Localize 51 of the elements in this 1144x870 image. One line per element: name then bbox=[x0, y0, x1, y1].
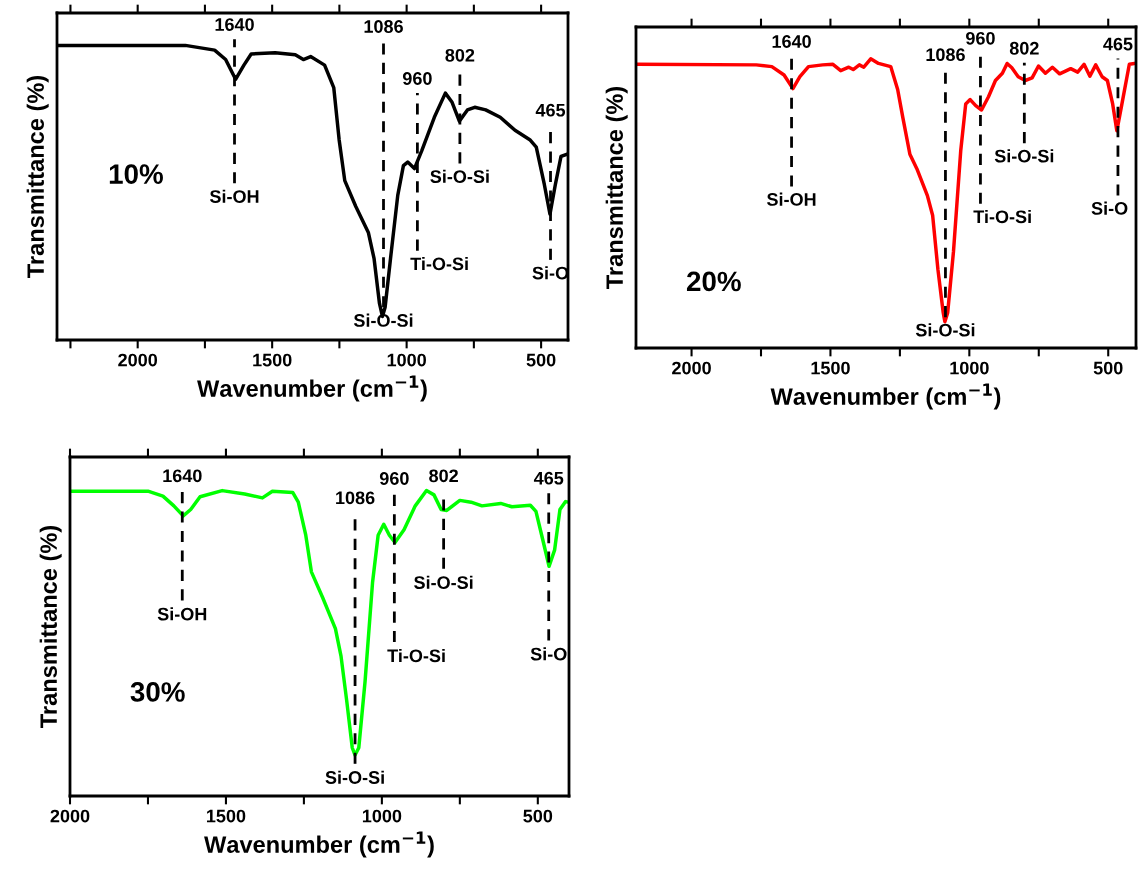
x-tick-label: 2000 bbox=[672, 361, 711, 375]
ref-line-label: 1086 bbox=[926, 48, 965, 62]
x-axis-title: Wavenumber (cm$^{−1}$) bbox=[770, 383, 1001, 410]
x-tick-label: 1000 bbox=[950, 361, 989, 375]
annotation: Si-O bbox=[530, 647, 567, 661]
x-tick-label: 2000 bbox=[118, 353, 158, 367]
ref-line-label: 1086 bbox=[336, 491, 375, 505]
ref-line-label: 465 bbox=[535, 103, 566, 117]
annotation: Si-O-Si bbox=[915, 323, 975, 337]
x-tick-label: 1500 bbox=[253, 353, 292, 367]
x-tick-label: 1500 bbox=[206, 809, 246, 823]
annotation: Si-O-Si bbox=[325, 770, 384, 784]
x-tick-label: 500 bbox=[523, 809, 553, 823]
annotation: Si-O-Si bbox=[994, 149, 1054, 163]
annotation: 10% bbox=[109, 164, 163, 184]
y-axis-title: Transmittance (%) bbox=[26, 75, 49, 278]
ref-line-label: 1640 bbox=[163, 469, 202, 483]
annotation: Si-OH bbox=[157, 607, 207, 621]
annotation: Si-O bbox=[1091, 201, 1128, 215]
ref-line-label: 465 bbox=[533, 471, 564, 485]
annotation: Si-O-Si bbox=[414, 575, 473, 589]
y-axis-title: Transmittance (%) bbox=[605, 86, 628, 289]
ref-line-label: 960 bbox=[379, 472, 409, 485]
x-tick-label: 1500 bbox=[811, 361, 850, 375]
y-axis-title: Transmittance (%) bbox=[39, 525, 62, 728]
ref-line-label: 1086 bbox=[364, 20, 403, 33]
x-tick-label: 1000 bbox=[387, 353, 426, 367]
annotation: Ti-O-Si bbox=[387, 648, 445, 663]
x-tick-label: 500 bbox=[1093, 361, 1123, 375]
annotation: 20% bbox=[686, 271, 741, 292]
x-axis-title: Wavenumber (cm$^{−1}$) bbox=[197, 375, 427, 402]
x-tick-label: 1000 bbox=[362, 809, 402, 823]
annotation: Si-OH bbox=[209, 189, 259, 203]
annotation: 30% bbox=[130, 682, 185, 702]
annotation: Si-O-Si bbox=[353, 313, 413, 327]
ref-line-label: 1640 bbox=[772, 35, 811, 48]
ref-line-label: 465 bbox=[1103, 37, 1133, 51]
annotation: Si-OH bbox=[767, 192, 816, 206]
ref-line-label: 1640 bbox=[215, 18, 254, 31]
ref-line-label: 802 bbox=[429, 469, 458, 483]
ref-line-label: 960 bbox=[402, 72, 432, 85]
annotation: Si-O bbox=[532, 266, 569, 280]
annotation: Ti-O-Si bbox=[973, 209, 1031, 224]
x-tick-label: 500 bbox=[526, 353, 556, 367]
ref-line-label: 802 bbox=[445, 48, 475, 62]
ref-line-label: 960 bbox=[966, 31, 995, 45]
ref-line-label: 802 bbox=[1009, 41, 1039, 55]
x-tick-label: 2000 bbox=[50, 809, 90, 823]
x-axis-title: Wavenumber (cm$^{−1}$) bbox=[204, 831, 434, 858]
annotation: Ti-O-Si bbox=[410, 257, 468, 271]
annotation: Si-O-Si bbox=[430, 169, 489, 183]
